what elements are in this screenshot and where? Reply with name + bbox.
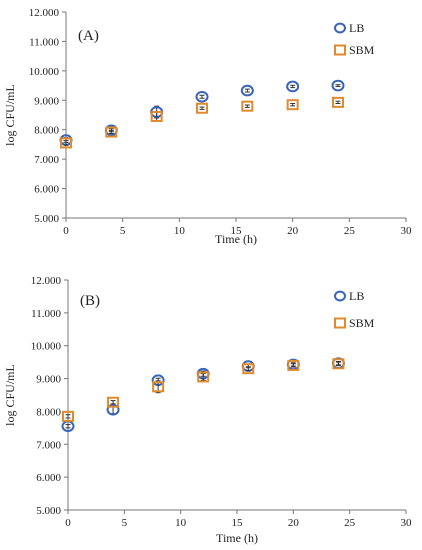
y-tick-label: 11.000 (31, 308, 61, 320)
data-point-sbm (107, 396, 120, 408)
legend-label-lb: LB (349, 289, 364, 303)
panel-label: (A) (78, 28, 99, 44)
x-tick-label: 5 (120, 225, 126, 237)
data-point-sbm (150, 110, 163, 122)
data-point-lb (106, 403, 120, 416)
data-point-sbm (196, 102, 208, 114)
y-axis-label: log CFU/mL (3, 364, 17, 426)
data-point-sbm (332, 96, 344, 108)
data-point-sbm (62, 410, 74, 422)
data-point-sbm (332, 358, 345, 370)
x-tick-label: 25 (344, 225, 356, 237)
legend-marker-sbm (334, 317, 346, 329)
panel-label: (B) (80, 293, 100, 309)
x-axis-label: Time (h) (215, 232, 257, 246)
x-tick-label: 25 (344, 517, 356, 529)
x-tick-label: 5 (122, 517, 128, 529)
y-tick-label: 10.000 (31, 341, 62, 353)
y-tick-label: 11.000 (29, 36, 59, 48)
x-tick-label: 10 (174, 225, 186, 237)
data-point-sbm (242, 363, 255, 375)
x-tick-label: 0 (65, 517, 71, 529)
legend-marker-lb (334, 22, 346, 34)
data-point-sbm (60, 137, 72, 149)
data-point-sbm (241, 100, 254, 112)
x-tick-label: 15 (231, 225, 243, 237)
x-tick-label: 20 (288, 517, 300, 529)
data-point-sbm (152, 381, 165, 393)
y-tick-label: 6.000 (34, 184, 59, 196)
legend-label-sbm: SBM (349, 43, 375, 57)
y-tick-label: 6.000 (36, 472, 61, 484)
data-point-sbm (287, 359, 300, 371)
chart-panel-0: 0 5 10 15 20 25 30 5.000 6.000 7.000 8.000 9.000 10.… (3, 7, 412, 246)
y-tick-label: 7.000 (36, 439, 61, 451)
data-point-lb (331, 79, 345, 92)
y-tick-label: 12.000 (29, 7, 60, 19)
y-tick-label: 5.000 (36, 505, 61, 517)
x-tick-label: 10 (175, 517, 187, 529)
y-tick-label: 12.000 (31, 275, 62, 287)
y-tick-label: 8.000 (36, 406, 61, 418)
y-tick-label: 9.000 (36, 374, 61, 386)
y-tick-label: 9.000 (34, 95, 59, 107)
y-tick-label: 10.000 (29, 66, 60, 78)
data-point-sbm (197, 371, 210, 383)
x-tick-label: 30 (401, 517, 413, 529)
data-point-lb (240, 84, 254, 97)
y-axis-label: log CFU/mL (3, 84, 17, 146)
x-axis-label: Time (h) (216, 531, 258, 545)
x-tick-label: 20 (287, 225, 299, 237)
legend-marker-lb (334, 290, 346, 302)
legend-marker-sbm (334, 44, 346, 56)
x-tick-label: 30 (401, 225, 413, 237)
x-tick-label: 0 (63, 225, 69, 237)
legend-label-lb: LB (349, 21, 364, 35)
chart-panel-1: 0 5 10 15 20 25 30 5.000 6.000 7.000 8.000 9.000 10.… (3, 275, 412, 545)
data-point-lb (195, 90, 209, 103)
y-tick-label: 7.000 (34, 154, 59, 166)
y-tick-label: 8.000 (34, 125, 59, 137)
x-tick-label: 15 (232, 517, 244, 529)
y-tick-label: 5.000 (34, 213, 59, 225)
data-point-sbm (105, 126, 118, 138)
data-point-lb (286, 80, 300, 93)
data-point-sbm (286, 99, 299, 111)
legend-label-sbm: SBM (349, 316, 375, 330)
